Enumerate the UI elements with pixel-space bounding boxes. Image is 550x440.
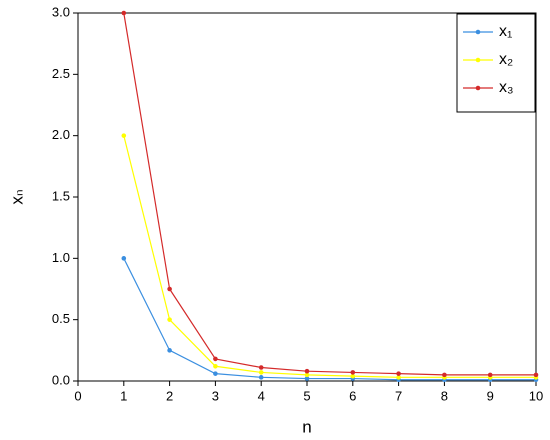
point — [258, 370, 264, 375]
x-tick-label: 0 — [74, 388, 81, 403]
point — [121, 133, 127, 138]
series-line — [123, 258, 536, 381]
point — [304, 376, 310, 381]
point — [213, 356, 218, 362]
y-tick-label: 2.0 — [52, 127, 70, 142]
legend-marker — [475, 29, 481, 35]
y-tick-label: 3.0 — [52, 4, 70, 19]
point — [442, 372, 447, 378]
point — [396, 375, 401, 380]
legend-box — [456, 13, 536, 113]
x-tick-label: 4 — [258, 388, 265, 403]
point — [121, 256, 127, 261]
point — [396, 371, 401, 376]
point — [304, 368, 310, 374]
x-tick-label: 6 — [349, 388, 356, 403]
y-tick-label: 0.5 — [52, 311, 70, 326]
legend-label: x₃ — [499, 79, 514, 96]
x-tick-label: 10 — [529, 388, 543, 403]
x-tick-label: 7 — [395, 388, 402, 403]
point — [350, 370, 356, 375]
x-tick-label: 8 — [441, 388, 448, 403]
x-tick-label: 9 — [487, 388, 494, 403]
point — [167, 348, 172, 353]
point — [258, 375, 264, 380]
point — [258, 365, 264, 370]
y-tick-label: 0.0 — [52, 372, 70, 387]
y-tick-label: 1.5 — [52, 188, 70, 203]
y-tick-label: 2.5 — [52, 66, 70, 81]
legend-marker — [475, 85, 481, 91]
point — [167, 317, 172, 322]
point — [533, 372, 539, 378]
x-axis-label: n — [302, 417, 311, 436]
point — [213, 363, 218, 369]
legend-label: x₁ — [499, 23, 512, 40]
y-tick-label: 1.0 — [52, 250, 70, 265]
x-tick-label: 5 — [303, 388, 310, 403]
point — [487, 372, 493, 378]
x-tick-label: 1 — [120, 388, 127, 403]
point — [304, 372, 310, 378]
series-line — [123, 135, 536, 378]
series-line — [123, 12, 536, 376]
legend-label: x₂ — [499, 51, 513, 68]
y-axis-label: xₙ — [7, 189, 26, 204]
legend-marker — [475, 57, 481, 63]
point — [167, 286, 172, 292]
x-tick-label: 2 — [166, 388, 173, 403]
x-tick-label: 3 — [212, 388, 219, 403]
point — [121, 10, 127, 16]
point — [350, 373, 356, 379]
point — [213, 371, 218, 376]
